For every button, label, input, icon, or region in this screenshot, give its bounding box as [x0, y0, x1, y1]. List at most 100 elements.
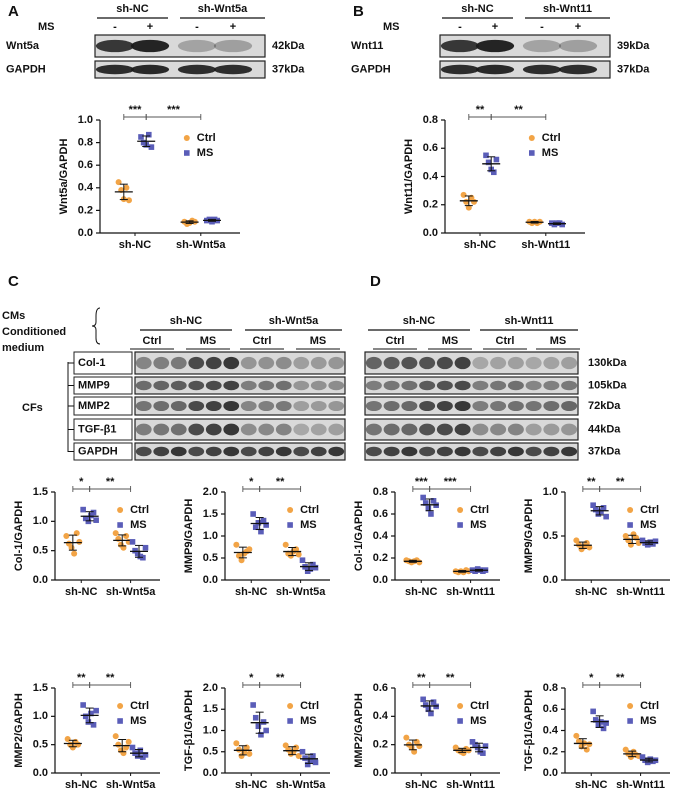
protein-label: GAPDH [6, 63, 46, 75]
data-point [312, 564, 319, 571]
data-point [482, 743, 489, 749]
data-point [416, 559, 423, 566]
significance-label: *** [129, 104, 143, 116]
data-point [85, 518, 92, 525]
treatment-sign: - [195, 21, 199, 33]
blot [364, 396, 579, 416]
y-axis-label: Col-1/GAPDH [353, 501, 365, 571]
data-point [639, 754, 646, 760]
y-tick-label: 0.0 [373, 574, 388, 586]
significance-label: ** [616, 476, 625, 488]
data-point [146, 131, 152, 138]
treatment-sign: - [540, 21, 544, 33]
data-point [64, 736, 71, 742]
data-point [302, 755, 308, 761]
data-point [85, 719, 92, 725]
protein-label: MMP2 [78, 400, 110, 412]
x-tick-label: sh-NC [575, 586, 607, 598]
blot-band [507, 356, 524, 370]
significance-label: ** [514, 104, 523, 116]
significance-label: * [249, 672, 254, 684]
legend-marker [117, 507, 124, 513]
blot-band [310, 423, 327, 436]
legend-label: MS [470, 715, 487, 727]
blot [364, 351, 579, 375]
data-point [592, 506, 599, 513]
legend-marker [183, 135, 190, 141]
cells-label: CFs [22, 402, 43, 414]
data-point [559, 221, 565, 228]
data-point [282, 541, 289, 548]
blot-band [507, 380, 524, 391]
blot-band [454, 423, 471, 436]
data-point [134, 550, 141, 557]
y-tick-label: 0.4 [543, 724, 559, 736]
data-point [69, 744, 76, 751]
y-tick-label: 1.5 [203, 703, 218, 715]
blot-band [440, 64, 480, 75]
data-point [422, 500, 429, 506]
blot-band [365, 423, 382, 436]
y-tick-label: 0.0 [33, 574, 48, 586]
data-point [258, 528, 264, 535]
blot-band [543, 446, 560, 457]
treatment-label: MS [38, 21, 55, 33]
blot-band [153, 380, 170, 391]
data-point [233, 541, 240, 548]
blot-band [240, 423, 257, 436]
data-point [129, 744, 136, 751]
legend-marker [184, 150, 190, 156]
blot-band [310, 356, 327, 370]
blot-band [310, 380, 327, 391]
legend-label: Ctrl [470, 504, 489, 516]
blot-band [507, 423, 524, 436]
y-tick-label: 0.0 [543, 574, 558, 586]
data-point [603, 720, 609, 726]
blot-band [258, 400, 275, 412]
legend-marker [117, 718, 123, 724]
legend-label: MS [300, 715, 317, 727]
protein-label: Wnt5a [6, 40, 40, 52]
data-point [142, 544, 149, 551]
y-axis-label: MMP9/GAPDH [183, 499, 195, 574]
blot [134, 418, 346, 441]
blot-band [223, 423, 240, 436]
data-point [627, 541, 634, 548]
blot-band [383, 446, 400, 457]
blot [134, 351, 346, 375]
blot-band [293, 423, 310, 436]
treatment-sign: + [230, 21, 236, 33]
condition-label: MS [550, 335, 567, 347]
data-point [88, 710, 94, 717]
data-point [238, 557, 245, 564]
blot-band [135, 356, 152, 370]
blot-band [401, 446, 418, 457]
blot-band [401, 400, 418, 412]
blot-band [170, 423, 187, 436]
blot-band [558, 64, 598, 75]
blot-band [328, 423, 345, 436]
y-axis-label: MMP9/GAPDH [523, 499, 535, 574]
group-label: sh-Wnt5a [269, 315, 319, 327]
blot-band [153, 356, 170, 370]
x-tick-label: sh-NC [235, 586, 267, 598]
blot-band [188, 380, 205, 391]
legend-label: MS [470, 519, 487, 531]
data-point [583, 746, 590, 753]
data-point [258, 731, 264, 738]
x-tick-label: sh-Wnt5a [106, 779, 156, 791]
condition-label: MS [200, 335, 217, 347]
blot-band [525, 380, 542, 391]
data-point [250, 702, 256, 708]
data-point [416, 743, 423, 750]
size-label: 72kDa [588, 400, 621, 412]
blot-band [561, 356, 578, 370]
legend-label: MS [640, 715, 657, 727]
legend-marker [457, 703, 464, 709]
y-tick-label: 1.0 [33, 710, 48, 722]
blot-band [310, 446, 327, 457]
y-tick-label: 0.0 [78, 227, 93, 239]
data-point [90, 509, 97, 516]
size-label: 37kDa [272, 63, 305, 75]
treatment-label: MS [383, 21, 400, 33]
